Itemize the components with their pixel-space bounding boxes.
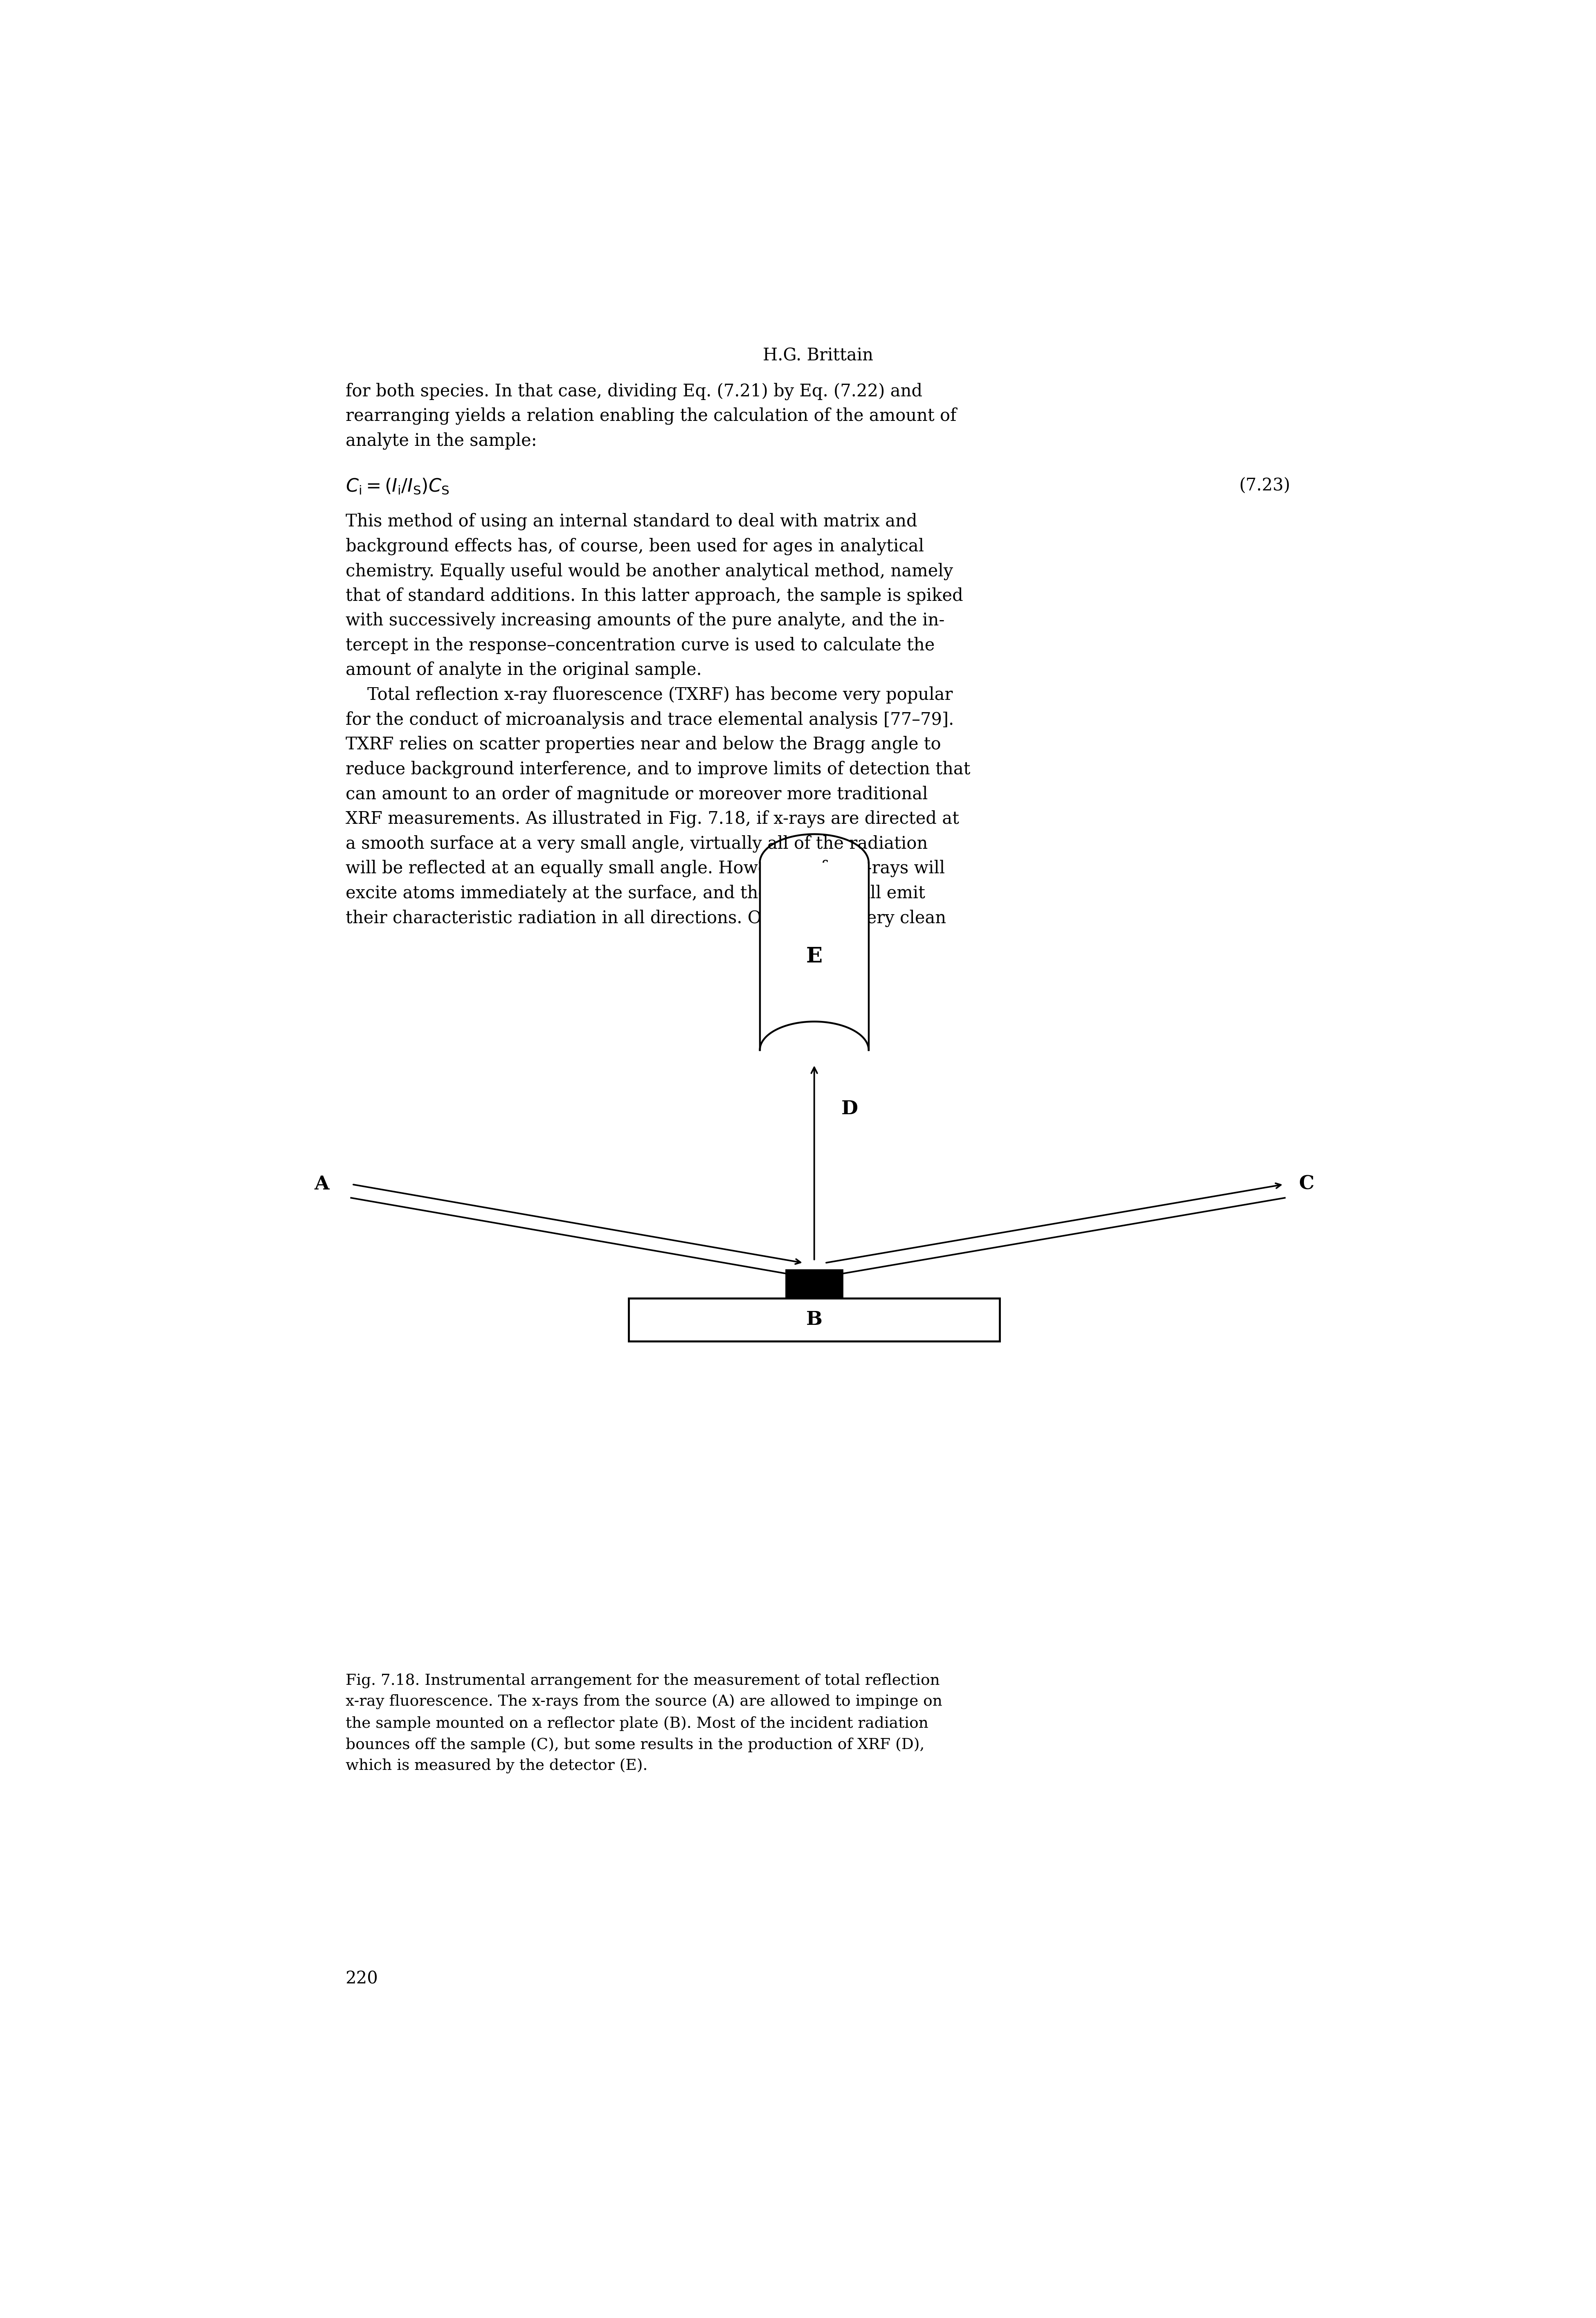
Text: Fig. 7.18. Instrumental arrangement for the measurement of total reflection
x-ra: Fig. 7.18. Instrumental arrangement for …	[345, 1674, 942, 1773]
Text: C: C	[1299, 1175, 1315, 1194]
Bar	[629, 1298, 999, 1342]
Text: A: A	[314, 1175, 329, 1194]
Text: D: D	[841, 1099, 859, 1117]
Text: (7.23): (7.23)	[1238, 478, 1291, 494]
Text: H.G. Brittain: H.G. Brittain	[763, 348, 873, 364]
Text: 220: 220	[345, 1970, 378, 1987]
Polygon shape	[760, 862, 868, 1050]
Text: B: B	[806, 1310, 822, 1328]
Bar	[785, 1270, 843, 1298]
Text: for both species. In that case, dividing Eq. (7.21) by Eq. (7.22) and
rearrangin: for both species. In that case, dividing…	[345, 382, 956, 450]
Text: This method of using an internal standard to deal with matrix and
background eff: This method of using an internal standar…	[345, 512, 970, 927]
Text: $C_{\mathrm{i}} = (I_{\mathrm{i}}/I_{\mathrm{S}})C_{\mathrm{S}}$: $C_{\mathrm{i}} = (I_{\mathrm{i}}/I_{\ma…	[345, 478, 448, 496]
Text: E: E	[806, 946, 822, 967]
